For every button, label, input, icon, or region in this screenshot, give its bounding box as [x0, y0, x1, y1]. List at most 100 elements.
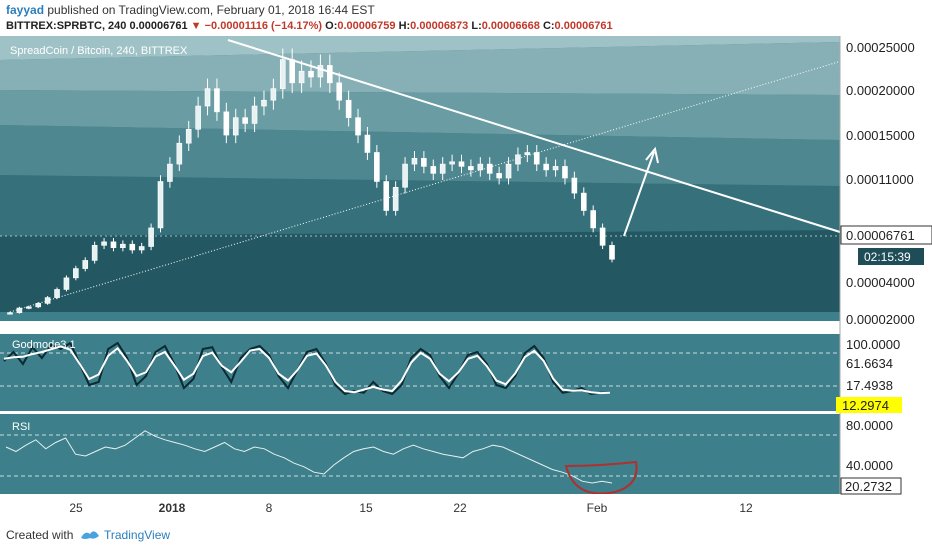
rsi-tick-80: 80.0000 [846, 418, 893, 433]
publish-line: fayyad published on TradingView.com, Feb… [6, 3, 375, 17]
candle-body [138, 246, 145, 251]
candle-body [251, 105, 258, 124]
candle-body [486, 163, 493, 174]
last-price-tag-bg [840, 225, 932, 245]
tradingview-logo-icon [81, 531, 99, 539]
candle-body [355, 117, 361, 136]
price-tick-0.0002: 0.00020000 [846, 83, 915, 98]
header: fayyad published on TradingView.com, Feb… [0, 0, 932, 36]
candle-body [91, 245, 98, 261]
x-tick-2018: 2018 [159, 501, 186, 515]
countdown-tag-bg [858, 248, 924, 265]
candle-body [430, 166, 437, 174]
created-with-label: Created with [6, 528, 74, 542]
candle-body [336, 82, 343, 101]
last-price: 0.00006761 [129, 20, 188, 32]
time-axis-bg [0, 494, 840, 520]
candle-body [54, 289, 60, 298]
candle-body [270, 88, 277, 101]
tradingview-brand[interactable]: TradingView [104, 528, 171, 542]
candle-body [345, 99, 352, 118]
time-axis: 25 2018 8 15 22 Feb 12 [69, 501, 753, 515]
candle-body [533, 152, 540, 165]
low-label: L: [471, 20, 482, 32]
candle-body [580, 192, 587, 211]
rsi-last-tag-bg [840, 477, 902, 495]
rsi-circle-annotation[interactable] [564, 460, 638, 495]
last-price-tag: 0.00006761 [846, 228, 915, 243]
godmode-pane-bg [0, 334, 840, 411]
candle-body [505, 163, 512, 179]
change-value: −0.00001116 (−14.17%) [204, 20, 323, 32]
candle-body [308, 70, 314, 78]
countdown-tag: 02:15:39 [864, 250, 911, 264]
candle-body [101, 241, 107, 246]
godmode-tick-100: 100.0000 [846, 337, 900, 352]
candle-body [411, 157, 418, 165]
candle-body [392, 187, 399, 211]
open-value: 0.00006759 [337, 20, 396, 32]
publish-text: published on TradingView.com, February 0… [47, 3, 375, 17]
candle-body [63, 277, 70, 290]
candle-body [129, 243, 136, 251]
candle-body [552, 166, 559, 171]
godmode-title: Godmode3.1 [12, 339, 76, 351]
godmode-tick-17: 17.4938 [846, 378, 893, 393]
change-arrow-icon: ▼ [190, 20, 202, 32]
price-tick-0.00002: 0.00002000 [846, 312, 915, 327]
x-tick-15: 15 [359, 501, 373, 515]
x-tick-8: 8 [266, 501, 273, 515]
candle-body [364, 134, 371, 153]
price-axis: 0.00025000 0.00020000 0.00015000 0.00011… [836, 40, 932, 495]
ascending-trendline[interactable] [9, 61, 839, 313]
descending-trendline[interactable] [227, 39, 841, 233]
close-label: C: [542, 20, 555, 32]
price-tick-0.00025: 0.00025000 [846, 40, 915, 55]
symbol-label: BITTREX:SPRBTC, 240 [6, 20, 127, 32]
chart-area[interactable]: SpreadCoin / Bitcoin, 240, BITTREX Godmo… [0, 36, 932, 520]
band-6 [0, 230, 840, 315]
candle-body [458, 161, 465, 167]
author-link[interactable]: fayyad [6, 3, 45, 17]
candle-body [185, 128, 192, 144]
candle-body [204, 88, 211, 107]
price-tick-0.00011: 0.00011000 [846, 172, 914, 187]
rsi-pane-bg [0, 414, 840, 494]
close-value: 0.00006761 [554, 20, 613, 32]
x-tick-25: 25 [69, 501, 83, 515]
candle-body [279, 59, 286, 89]
symbol-line: BITTREX:SPRBTC, 240 0.00006761 ▼ −0.0000… [6, 20, 613, 32]
candle-group [7, 48, 615, 315]
godmode-tick-61: 61.6634 [846, 356, 893, 371]
high-value: 0.00006873 [410, 20, 469, 32]
candle-body [571, 177, 578, 194]
rsi-tick-40: 40.0000 [846, 458, 893, 473]
rsi-title: RSI [12, 421, 30, 433]
price-tick-0.00015: 0.00015000 [846, 128, 915, 143]
low-value: 0.00006668 [481, 20, 540, 32]
candle-body [289, 59, 295, 84]
godmode-highlight: 12.2974 [842, 398, 889, 413]
candle-body [543, 163, 549, 171]
candle-body [590, 210, 596, 229]
candle-body [468, 166, 474, 171]
candle-body [383, 181, 390, 211]
projection-arrow[interactable] [623, 151, 655, 237]
price-tick-0.00004: 0.00004000 [846, 275, 915, 290]
band-4 [0, 125, 840, 186]
candle-body [374, 152, 380, 182]
candle-body [477, 163, 484, 171]
candle-body [7, 312, 13, 315]
candle-body [515, 154, 521, 165]
x-tick-12: 12 [739, 501, 753, 515]
godmode-line-light [3, 345, 611, 395]
candle-body [609, 245, 615, 260]
candle-body [148, 227, 154, 247]
candle-body [242, 117, 248, 124]
candle-body [195, 105, 201, 130]
x-tick-feb: Feb [587, 501, 608, 515]
candle-body [73, 268, 79, 279]
candle-body [120, 243, 126, 248]
footer: Created with TradingView [0, 520, 932, 550]
candle-body [26, 306, 32, 309]
